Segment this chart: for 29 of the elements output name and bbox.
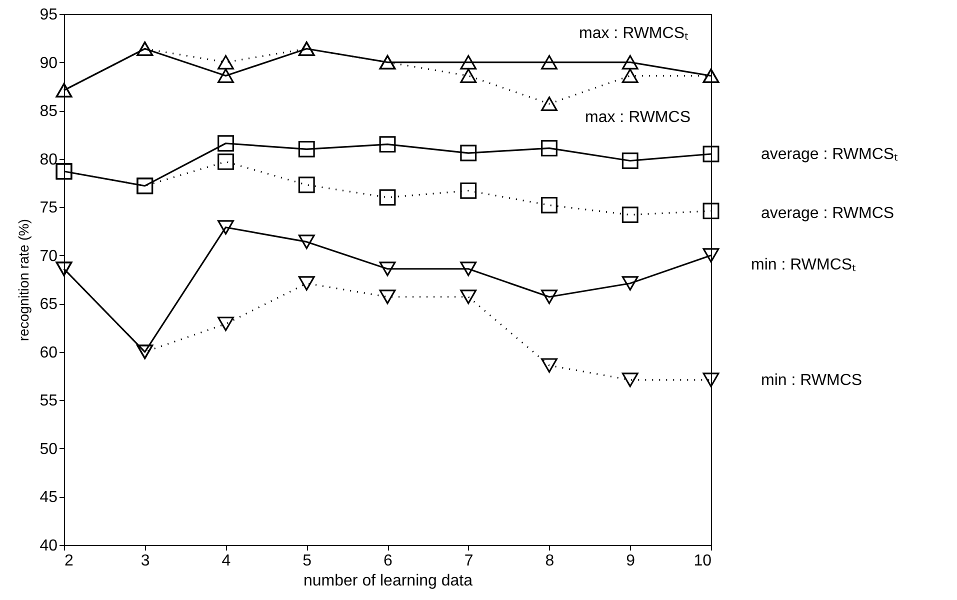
x-tick-label: 3 — [140, 552, 150, 570]
text: average : RWMCSₜ — [761, 146, 898, 163]
y-tick-label: 70 — [40, 248, 58, 265]
y-axis-title: recognition rate (%) — [16, 218, 32, 342]
x-tick-label: 9 — [626, 552, 636, 570]
y-tick-label: 80 — [40, 151, 58, 168]
y-tick-label: 50 — [40, 440, 58, 458]
x-tick-label: 7 — [464, 552, 474, 570]
y-tick-label: 40 — [40, 538, 58, 554]
text: average : RWMCS — [761, 204, 894, 222]
text: min : RWMCS — [761, 372, 862, 389]
x-tick-label: 10 — [694, 552, 712, 570]
x-tick-label: 8 — [545, 552, 554, 570]
y-tick-label: 95 — [40, 6, 58, 24]
x-axis-title: number of learning data — [304, 572, 473, 590]
x-tick-label: 5 — [302, 552, 312, 570]
y-tick-label: 45 — [40, 489, 58, 506]
y-tick-label: 90 — [40, 54, 58, 72]
y-tick-label: 60 — [40, 344, 58, 362]
y-tick-label: 55 — [40, 392, 58, 410]
y-tick-label: 65 — [40, 296, 58, 314]
y-tick-label: 75 — [40, 200, 58, 217]
y-tick-label: 85 — [40, 103, 58, 120]
text: min : RWMCSₜ — [751, 256, 856, 274]
x-tick-label: 4 — [222, 552, 231, 570]
series-label: max : RWMCSₜ — [579, 24, 688, 42]
x-tick-label: 2 — [64, 552, 74, 570]
series-label: max : RWMCS — [585, 108, 690, 126]
x-tick-label: 6 — [384, 552, 393, 570]
